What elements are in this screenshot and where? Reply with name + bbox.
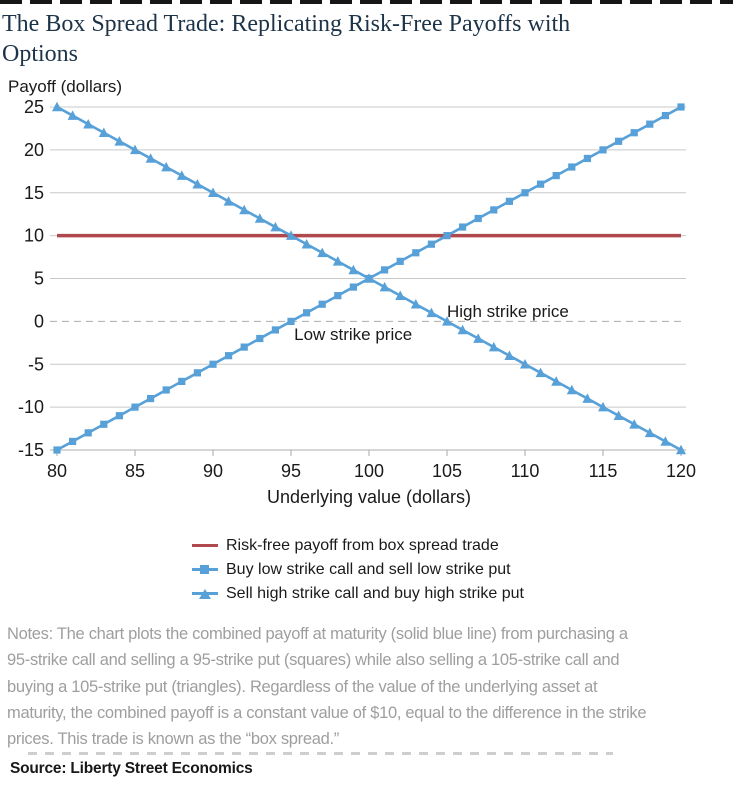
svg-text:100: 100	[354, 461, 384, 481]
notes-line: prices. This trade is known as the “box …	[7, 730, 339, 749]
svg-text:90: 90	[203, 461, 223, 481]
x-axis-title: Underlying value (dollars)	[267, 487, 471, 507]
svg-text:120: 120	[666, 461, 696, 481]
clipped-text-remnant	[28, 752, 613, 755]
series-sell-high-strike	[52, 101, 686, 455]
svg-text:-15: -15	[18, 440, 44, 460]
notes-line: Notes: The chart plots the combined payo…	[7, 625, 628, 643]
page-title-line-2: Options	[2, 41, 79, 67]
svg-text:80: 80	[47, 461, 67, 481]
legend-label-buy-low: Buy low strike call and sell low strike …	[226, 560, 511, 578]
notes-line: 95-strike call and selling a 95-strike p…	[7, 651, 620, 670]
annotation-low-strike-price: Low strike price	[294, 325, 412, 344]
y-axis-tick-labels: 25 20 15 10 5 0 -5 -10 -15	[18, 97, 44, 460]
chart-notes: Notes: The chart plots the combined payo…	[7, 621, 729, 752]
svg-text:95: 95	[281, 461, 301, 481]
square-marker-icon	[192, 562, 218, 578]
svg-text:105: 105	[432, 461, 462, 481]
source-line: Source: Liberty Street Economics	[10, 760, 253, 777]
svg-text:5: 5	[34, 269, 44, 289]
page-title: The Box Spread Trade: Replicating Risk-F…	[2, 9, 726, 69]
svg-text:15: 15	[24, 183, 44, 203]
clipped-text-top-remnant	[0, 0, 733, 4]
triangle-marker-icon	[192, 586, 218, 602]
page-title-line-1: The Box Spread Trade: Replicating Risk-F…	[2, 11, 571, 37]
svg-text:25: 25	[24, 97, 44, 117]
svg-text:-5: -5	[28, 354, 44, 374]
legend-item-buy-low: Buy low strike call and sell low strike …	[192, 561, 524, 578]
x-axis-ticks: 80 85 90 95 100 105 110 115 120	[47, 450, 696, 481]
svg-text:-10: -10	[18, 397, 44, 417]
svg-text:115: 115	[589, 461, 618, 481]
svg-text:110: 110	[511, 461, 540, 481]
chart-legend: Risk-free payoff from box spread trade B…	[192, 537, 524, 602]
annotation-high-strike-price: High strike price	[447, 302, 569, 321]
legend-item-sell-high: Sell high strike call and buy high strik…	[192, 585, 524, 602]
svg-text:10: 10	[24, 226, 44, 246]
legend-label-sell-high: Sell high strike call and buy high strik…	[226, 584, 524, 602]
legend-item-risk-free: Risk-free payoff from box spread trade	[192, 537, 524, 554]
legend-label-risk-free: Risk-free payoff from box spread trade	[226, 536, 499, 554]
risk-free-line-icon	[192, 538, 218, 554]
svg-text:0: 0	[34, 311, 44, 331]
svg-text:85: 85	[125, 461, 145, 481]
svg-text:20: 20	[24, 140, 44, 160]
notes-line: buying a 105-strike put (triangles). Reg…	[7, 677, 598, 696]
notes-line: maturity, the combined payoff is a const…	[7, 703, 647, 722]
y-axis-title: Payoff (dollars)	[8, 77, 123, 96]
